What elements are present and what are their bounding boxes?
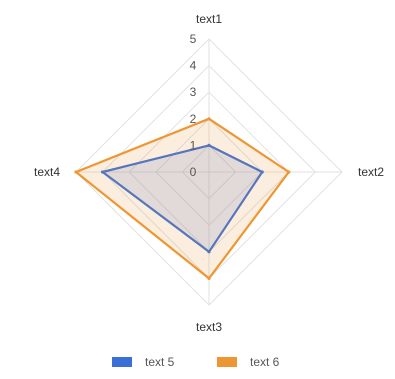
series-2-point-2 [287, 170, 291, 174]
tick-label-4: 4 [190, 59, 197, 73]
axis-label-text4: text4 [34, 165, 60, 179]
axis-label-text3: text3 [196, 320, 222, 334]
tick-label-0: 0 [190, 165, 197, 179]
axis-label-text1: text1 [196, 12, 222, 26]
radar-series [74, 117, 291, 280]
legend-label-2[interactable]: text 6 [250, 355, 280, 369]
legend-swatch-2[interactable] [217, 357, 237, 367]
series-1-point-1 [207, 143, 211, 147]
tick-label-2: 2 [190, 112, 197, 126]
series-1-point-3 [207, 250, 211, 254]
tick-label-1: 1 [190, 138, 197, 152]
axis-label-text2: text2 [358, 165, 384, 179]
series-2-point-3 [207, 276, 211, 280]
legend-swatch-1[interactable] [112, 357, 132, 367]
series-2-area [74, 117, 290, 280]
legend: text 5 text 6 [112, 355, 280, 369]
series-2-point-4 [74, 170, 78, 174]
radial-tick-labels: 0 1 2 3 4 5 [190, 32, 197, 179]
series-2-point-1 [207, 117, 211, 121]
axis-labels: text1 text2 text3 text4 [34, 12, 384, 334]
series-1-point-2 [260, 170, 264, 174]
legend-label-1[interactable]: text 5 [145, 355, 175, 369]
series-1-point-4 [101, 170, 105, 174]
tick-label-3: 3 [190, 85, 197, 99]
tick-label-5: 5 [190, 32, 197, 46]
